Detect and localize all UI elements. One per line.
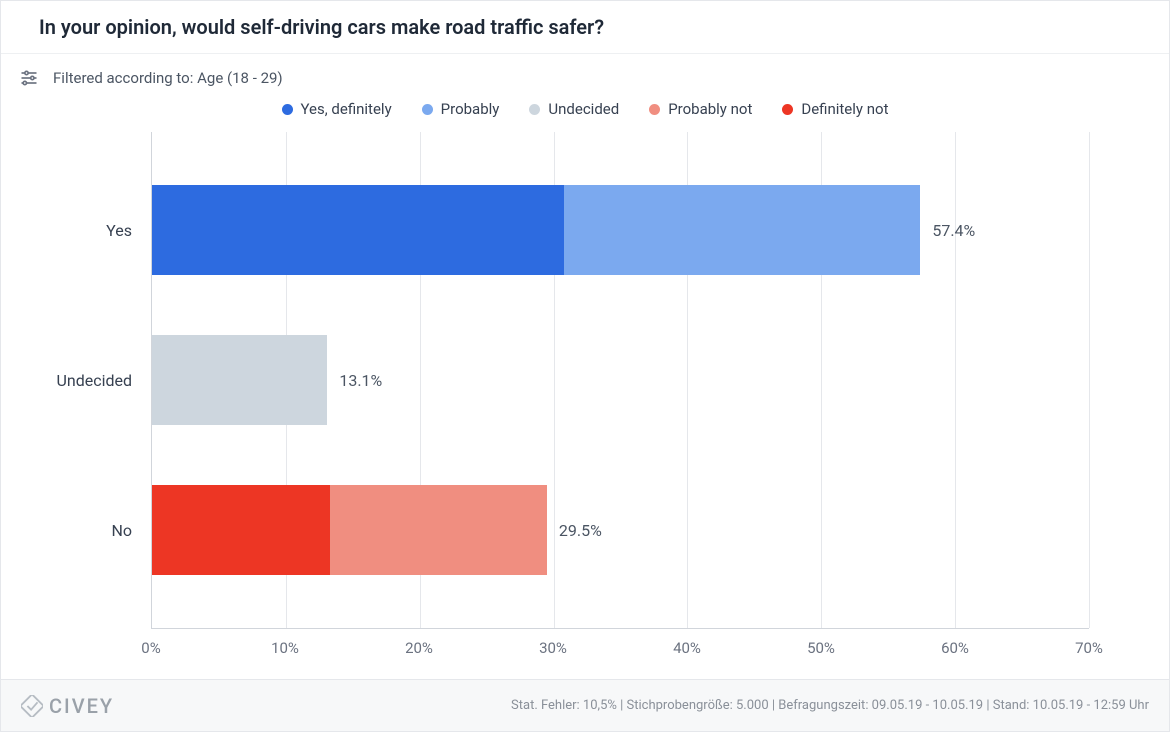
bar-value-label: 13.1%	[339, 371, 382, 390]
x-tick-label: 0%	[141, 639, 160, 657]
x-tick-label: 10%	[271, 639, 299, 657]
bar-segment[interactable]	[152, 485, 330, 575]
category-label: Yes	[22, 221, 142, 240]
bar-segment[interactable]	[152, 335, 327, 425]
footer-stats: Stat. Fehler: 10,5% | Stichprobengröße: …	[511, 698, 1149, 713]
legend-swatch	[422, 104, 433, 115]
category-label: No	[22, 521, 142, 540]
legend-item[interactable]: Undecided	[529, 100, 619, 118]
brand: CIVEY	[21, 694, 114, 718]
filter-icon[interactable]	[19, 68, 39, 88]
x-tick-label: 70%	[1075, 639, 1103, 657]
bar-segments	[152, 485, 547, 575]
bar-value-label: 57.4%	[932, 221, 975, 240]
title-row: In your opinion, would self-driving cars…	[1, 1, 1169, 54]
brand-icon	[21, 695, 43, 717]
x-tick-label: 60%	[941, 639, 969, 657]
filter-label: Filtered according to:	[53, 69, 193, 87]
legend-label: Undecided	[548, 100, 619, 118]
bar-segment[interactable]	[152, 185, 564, 275]
plot-area: Yes57.4% Undecided13.1% No29.5%	[151, 132, 1089, 629]
legend-swatch	[782, 104, 793, 115]
bar-row: Undecided13.1%	[152, 335, 1089, 425]
legend: Yes, definitely Probably Undecided Probably…	[1, 94, 1169, 132]
legend-swatch	[649, 104, 660, 115]
chart-area: Yes57.4%Undecided13.1%No29.5% 0%10%20%30…	[1, 132, 1169, 679]
brand-text: CIVEY	[49, 694, 114, 718]
survey-card: In your opinion, would self-driving cars…	[0, 0, 1170, 732]
bar-segments	[152, 335, 327, 425]
category-label: Undecided	[22, 371, 142, 390]
bar-segment[interactable]	[564, 185, 920, 275]
x-tick-label: 40%	[673, 639, 701, 657]
x-axis-ticks: 0%10%20%30%40%50%60%70%	[151, 639, 1089, 659]
bar-row: Yes57.4%	[152, 185, 1089, 275]
filter-row: Filtered according to: Age (18 - 29)	[1, 54, 1169, 94]
legend-label: Probably not	[668, 100, 752, 118]
legend-item[interactable]: Definitely not	[782, 100, 888, 118]
legend-swatch	[529, 104, 540, 115]
x-tick-label: 30%	[539, 639, 567, 657]
legend-swatch	[282, 104, 293, 115]
legend-label: Yes, definitely	[301, 100, 392, 118]
legend-item[interactable]: Yes, definitely	[282, 100, 392, 118]
bar-value-label: 29.5%	[559, 521, 602, 540]
x-tick-label: 20%	[405, 639, 433, 657]
filter-text: Filtered according to: Age (18 - 29)	[53, 69, 283, 87]
legend-label: Definitely not	[801, 100, 888, 118]
bar-row: No29.5%	[152, 485, 1089, 575]
filter-value: Age (18 - 29)	[197, 69, 283, 87]
page-title: In your opinion, would self-driving cars…	[39, 15, 1131, 39]
x-tick-label: 50%	[807, 639, 835, 657]
legend-label: Probably	[441, 100, 500, 118]
bar-segments	[152, 185, 920, 275]
footer: CIVEY Stat. Fehler: 10,5% | Stichprobeng…	[1, 679, 1169, 731]
legend-item[interactable]: Probably not	[649, 100, 752, 118]
gridline	[1089, 132, 1090, 628]
legend-item[interactable]: Probably	[422, 100, 500, 118]
chart: Yes57.4%Undecided13.1%No29.5% 0%10%20%30…	[21, 132, 1129, 679]
bar-segment[interactable]	[330, 485, 547, 575]
